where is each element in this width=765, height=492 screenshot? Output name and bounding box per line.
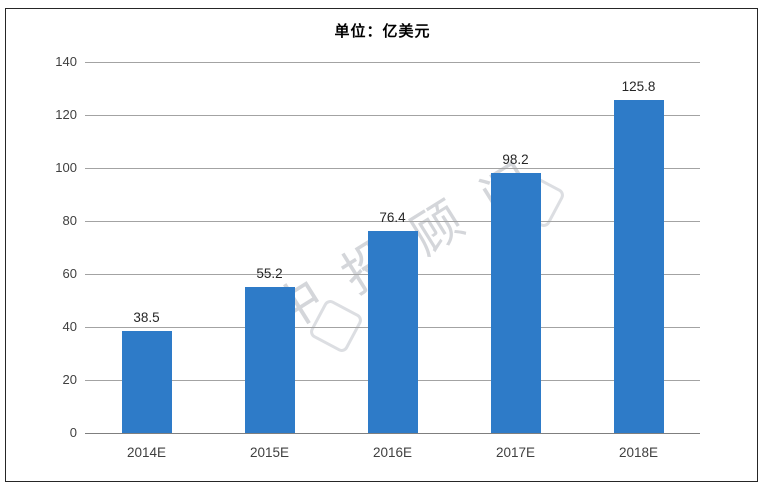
bar (613, 99, 664, 433)
bar-value-label: 55.2 (256, 265, 283, 281)
y-gridline (85, 61, 700, 63)
bar-value-label: 125.8 (621, 78, 656, 94)
x-axis-tick-label: 2015E (249, 445, 290, 460)
y-axis-tick-label: 40 (62, 319, 77, 334)
x-axis-tick-label: 2017E (495, 445, 536, 460)
chart-title: 单位：亿美元 (334, 23, 431, 40)
bar-value-label: 38.5 (133, 309, 160, 325)
x-axis-tick-label: 2018E (618, 445, 659, 460)
x-axis-tick-label: 2014E (126, 445, 167, 460)
bar-value-label: 98.2 (502, 151, 529, 167)
y-axis-tick-label: 20 (62, 372, 77, 387)
y-axis-tick-label: 120 (55, 107, 77, 122)
x-axis-line (85, 432, 700, 434)
y-axis-tick-label: 60 (62, 266, 77, 281)
bar (121, 330, 172, 433)
y-axis-tick-label: 80 (62, 213, 77, 228)
bar (490, 172, 541, 433)
y-gridline (85, 220, 700, 222)
y-axis-tick-label: 100 (55, 160, 77, 175)
y-gridline (85, 114, 700, 116)
y-axis-tick-label: 0 (69, 425, 77, 440)
bar-value-label: 76.4 (379, 209, 406, 225)
bar (367, 230, 418, 433)
bar (244, 286, 295, 433)
y-axis-tick-label: 140 (55, 54, 77, 69)
x-axis-tick-label: 2016E (372, 445, 413, 460)
y-gridline (85, 167, 700, 169)
